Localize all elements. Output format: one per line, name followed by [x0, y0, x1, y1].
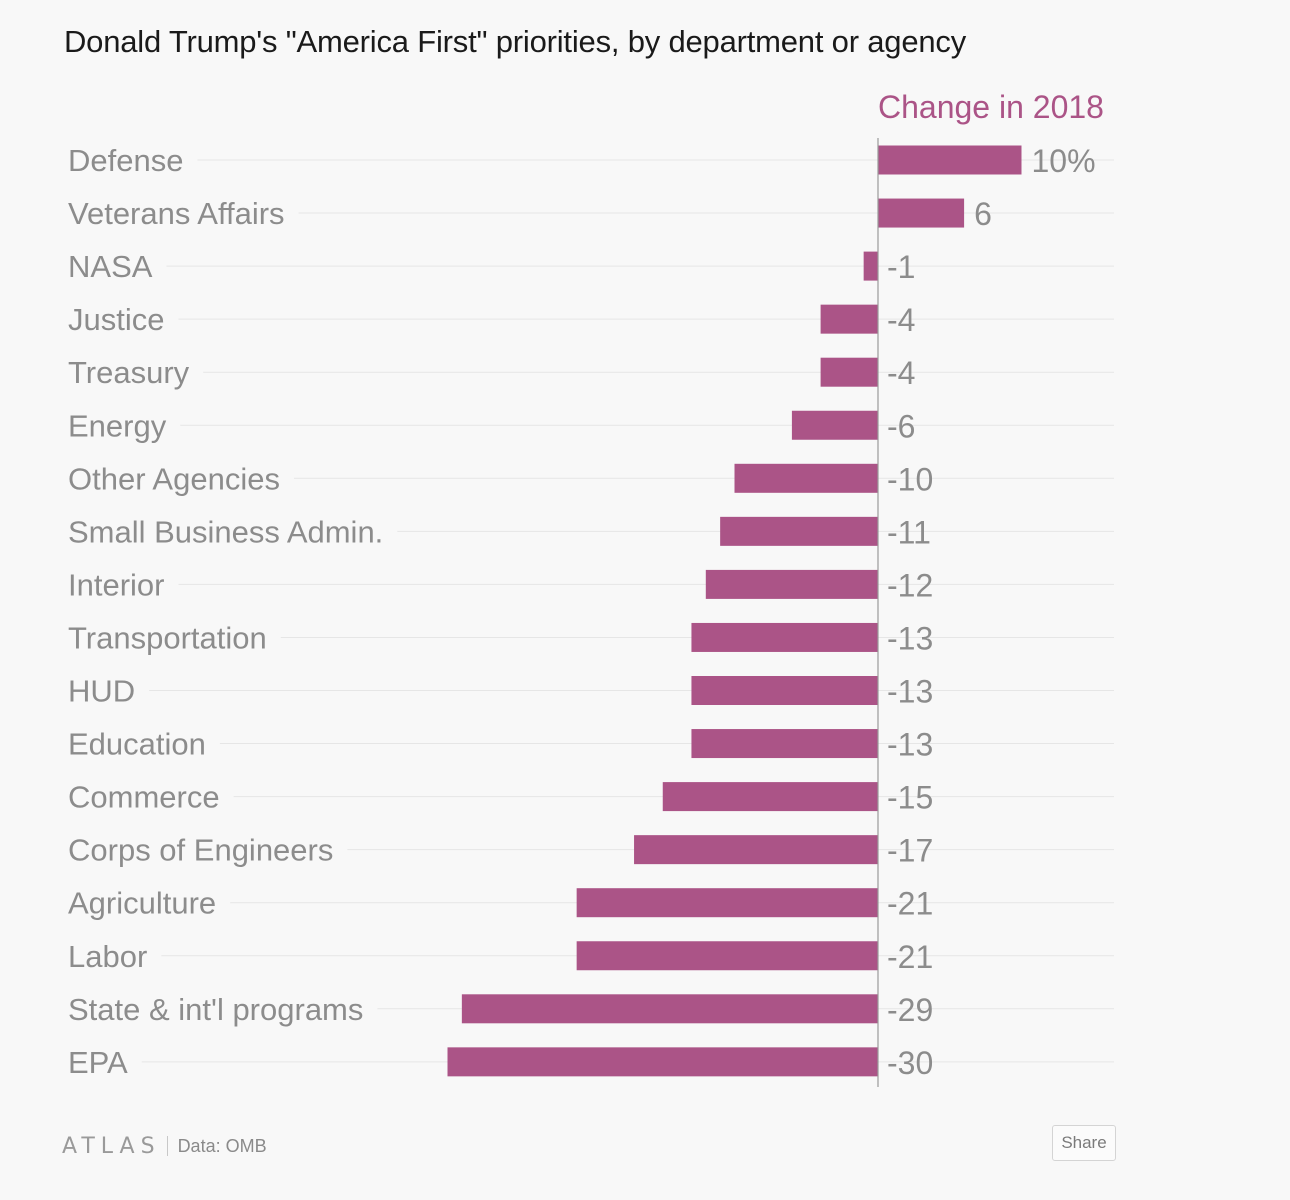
bar	[863, 251, 878, 281]
label-backdrop	[66, 515, 398, 548]
category-label: State & int'l programs	[68, 992, 363, 1027]
data-label: -29	[887, 992, 933, 1028]
category-label: EPA	[68, 1045, 128, 1080]
category-label: HUD	[68, 674, 135, 709]
label-backdrop	[66, 992, 378, 1025]
category-label: Small Business Admin.	[68, 514, 383, 549]
data-label: -4	[887, 355, 915, 391]
bar	[691, 729, 878, 759]
data-label: -10	[887, 461, 933, 497]
data-label: -15	[887, 780, 933, 816]
data-label: -17	[887, 833, 933, 869]
data-label: 10%	[1032, 143, 1096, 179]
bar	[576, 888, 878, 918]
series-header: Change in 2018	[878, 89, 1104, 125]
label-backdrop	[66, 568, 179, 601]
category-label: Commerce	[68, 780, 220, 815]
bar	[878, 145, 1022, 175]
bar	[662, 782, 878, 812]
category-label: Interior	[68, 567, 164, 602]
data-label: -6	[887, 408, 915, 444]
label-backdrop	[66, 356, 204, 389]
label-backdrop	[66, 727, 220, 760]
bar	[691, 622, 878, 652]
label-backdrop	[66, 409, 181, 442]
label-backdrop	[66, 886, 231, 919]
data-label: -4	[887, 302, 915, 338]
category-label: Defense	[68, 143, 183, 178]
category-label: NASA	[68, 249, 153, 284]
category-label: Labor	[68, 939, 147, 974]
bar	[634, 835, 878, 865]
label-backdrop	[66, 250, 167, 283]
label-backdrop	[66, 303, 179, 336]
category-label: Justice	[68, 302, 164, 337]
data-label: -13	[887, 674, 933, 710]
chart-footer: ATLAS Data: OMB	[62, 1132, 267, 1160]
bar	[705, 569, 878, 599]
data-label: -1	[887, 249, 915, 285]
atlas-logo: ATLAS	[62, 1133, 161, 1159]
data-label: -13	[887, 620, 933, 656]
label-backdrop	[66, 780, 234, 813]
category-label: Transportation	[68, 620, 267, 655]
share-button[interactable]: Share	[1052, 1125, 1116, 1161]
bar	[691, 676, 878, 705]
category-label: Education	[68, 727, 206, 762]
bar	[576, 941, 878, 971]
label-backdrop	[66, 144, 198, 176]
data-label: -13	[887, 727, 933, 763]
label-backdrop	[66, 939, 162, 972]
bar	[791, 410, 878, 440]
bar	[447, 1047, 878, 1077]
category-label: Energy	[68, 408, 167, 443]
category-label: Veterans Affairs	[68, 196, 285, 231]
source-note: Data: OMB	[177, 1135, 267, 1156]
label-backdrop	[66, 462, 294, 495]
bar	[461, 994, 878, 1024]
category-label: Corps of Engineers	[68, 833, 333, 868]
label-backdrop	[66, 621, 281, 654]
chart-title: Donald Trump's "America First" prioritie…	[64, 24, 967, 59]
data-label: 6	[974, 196, 992, 232]
category-label: Treasury	[68, 355, 190, 390]
bar	[820, 304, 878, 334]
data-label: -30	[887, 1045, 933, 1081]
label-backdrop	[66, 833, 348, 866]
data-label: -12	[887, 567, 933, 603]
data-label: -21	[887, 886, 933, 922]
footer-divider	[166, 1136, 168, 1156]
bar	[820, 357, 878, 387]
bar-chart: Change in 2018 Defense 10% Veterans Affairs…	[66, 89, 1114, 1087]
bar	[878, 198, 965, 228]
label-backdrop	[66, 1045, 142, 1078]
label-backdrop	[66, 197, 299, 230]
category-label: Agriculture	[68, 886, 216, 921]
bar	[734, 463, 878, 493]
data-label: -21	[887, 939, 933, 975]
category-label: Other Agencies	[68, 461, 280, 496]
data-label: -11	[887, 514, 931, 550]
label-backdrop	[66, 674, 150, 707]
bar	[720, 516, 878, 546]
